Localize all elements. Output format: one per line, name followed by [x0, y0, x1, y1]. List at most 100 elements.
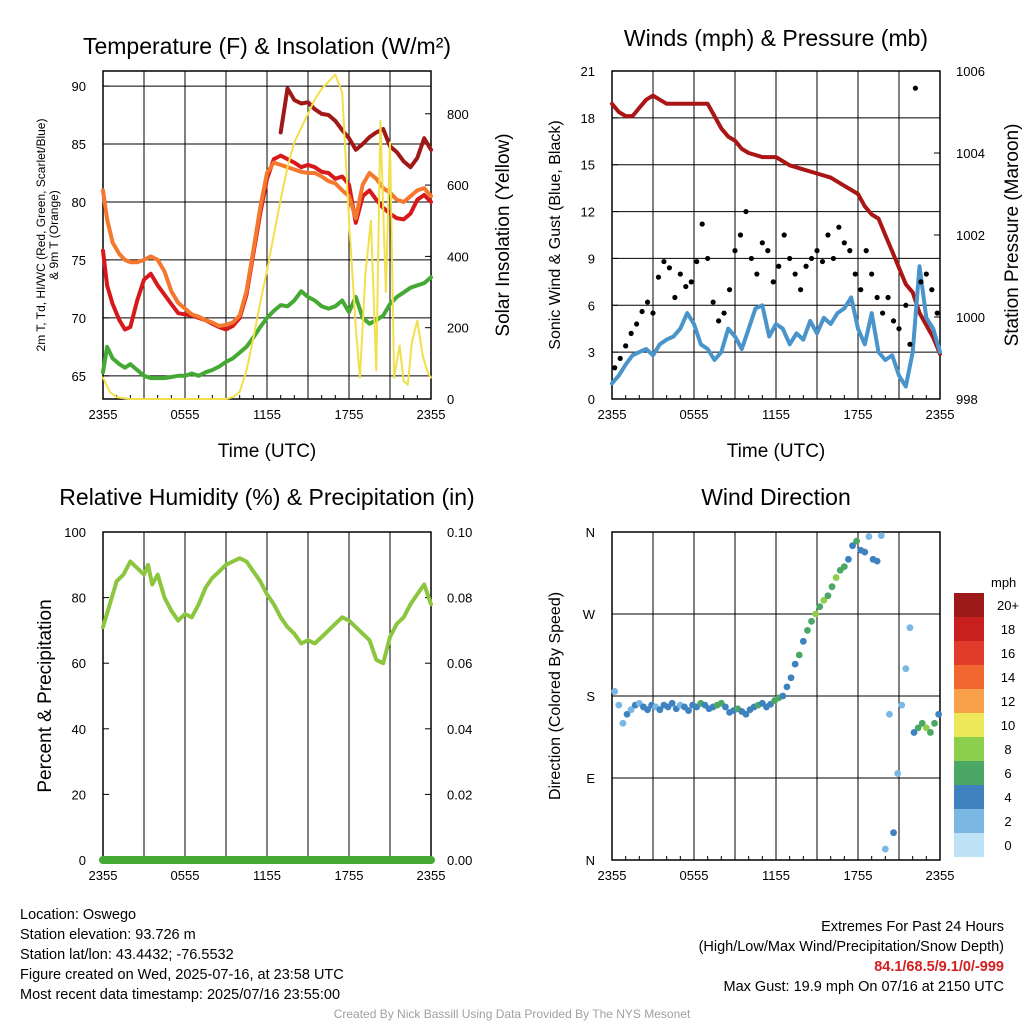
y2-tick-label: 400 [447, 249, 469, 264]
gust-point [847, 248, 853, 254]
x-tick-label: 1155 [253, 407, 281, 422]
y2-tick-label: 800 [447, 107, 469, 122]
y-tick-label: 80 [72, 591, 86, 606]
direction-point [795, 651, 803, 659]
gust-point [792, 271, 798, 277]
gust-point [710, 299, 716, 305]
gust-point [634, 321, 640, 327]
y-tick-label: 0 [588, 392, 595, 407]
gust-point [776, 263, 782, 269]
direction-point [922, 724, 930, 732]
direction-point [623, 710, 631, 718]
colorbar-title: mph [991, 575, 1016, 590]
gust-point [825, 232, 831, 238]
y-tick-label: 21 [581, 64, 595, 79]
colorbar-label: 18 [1001, 622, 1015, 637]
y-tick-label: 3 [588, 345, 595, 360]
gust-point [623, 343, 629, 349]
direction-point [722, 703, 729, 711]
recent-text: Most recent data timestamp: 2025/07/16 2… [20, 987, 341, 1003]
colorbar-swatch [954, 809, 984, 833]
x-tick-label: 1755 [335, 868, 364, 883]
gust-point [841, 240, 847, 246]
gust-point [694, 258, 700, 265]
colorbar-label: 16 [1001, 646, 1015, 661]
gust-point [874, 294, 880, 301]
direction-point [644, 706, 651, 714]
extremes-subtitle: (High/Low/Max Wind/Precipitation/Snow De… [698, 939, 1004, 955]
y2-tick-label: 0.00 [447, 853, 472, 868]
y-tick-label: S [586, 689, 595, 704]
direction-point [865, 533, 873, 540]
gust-point [858, 287, 864, 293]
gust-point [726, 287, 733, 293]
gust-point [639, 308, 645, 315]
y2-tick-label: 1004 [956, 146, 985, 161]
direction-point [894, 770, 902, 777]
gust-point [655, 274, 662, 280]
direction-point [906, 624, 914, 632]
gust-point [688, 279, 694, 285]
direction-point [886, 710, 893, 718]
direction-point [668, 699, 676, 707]
y2-axis-label: Solar Insolation (Yellow) [493, 133, 514, 336]
colorbar-swatch [954, 665, 984, 689]
gust-point [617, 355, 623, 361]
gust-point [770, 279, 776, 285]
gust-point [765, 248, 771, 254]
gust-point [781, 232, 787, 238]
gust-point [918, 279, 924, 285]
y2-tick-label: 1000 [956, 310, 985, 325]
gust-point [903, 302, 909, 308]
y-tick-label: 18 [581, 111, 595, 126]
gust-point [798, 287, 804, 293]
y2-tick-label: 0.04 [447, 722, 472, 737]
y-tick-label: 6 [588, 298, 595, 313]
direction-point [791, 660, 799, 668]
y-tick-label: 40 [72, 722, 86, 737]
gust-point [628, 330, 634, 336]
y-tick-label: N [586, 525, 595, 540]
gust-point [819, 258, 826, 265]
y-axis-label: Sonic Wind & Gust (Blue, Black) [547, 120, 564, 349]
y-tick-label: 20 [72, 787, 86, 802]
colorbar-swatch [954, 785, 984, 809]
y2-tick-label: 1002 [956, 228, 985, 243]
colorbar-swatch [954, 689, 984, 713]
y-axis-label: 2m T, Td, HI/WC (Red, Green, Scarlet/Blu… [34, 119, 61, 352]
colorbar-label: 14 [1001, 670, 1015, 685]
colorbar-label: 20+ [997, 598, 1019, 613]
gust-point [808, 255, 815, 262]
x-tick-label: 2355 [926, 868, 955, 883]
direction-point [861, 548, 869, 556]
colorbar-label: 0 [1004, 838, 1011, 853]
created-text: Figure created on Wed, 2025-07-16, at 23… [20, 967, 344, 983]
y2-tick-label: 0.08 [447, 591, 472, 606]
y-tick-label: 70 [72, 311, 86, 326]
gust-point [737, 232, 744, 238]
y-tick-label: 0 [79, 853, 86, 868]
gust-point [787, 255, 793, 262]
colorbar-label: 2 [1004, 814, 1011, 829]
x-axis-label: Time (UTC) [727, 441, 826, 462]
direction-point [902, 665, 910, 673]
gust-point [716, 318, 722, 324]
direction-point [931, 719, 938, 727]
extremes-values: 84.1/68.5/9.1/0/-999 [874, 959, 1004, 975]
y2-tick-label: 998 [956, 392, 978, 407]
gust-point [929, 287, 935, 293]
colorbar-label: 10 [1001, 718, 1015, 733]
series-line-2 [101, 160, 433, 328]
gust-point [705, 255, 711, 262]
extremes-panel: Extremes For Past 24 Hours (High/Low/Max… [699, 917, 1004, 997]
y-tick-label: 60 [72, 656, 86, 671]
y-tick-label: 15 [581, 158, 595, 173]
direction-point [890, 829, 897, 837]
direction-point [816, 603, 824, 611]
direction-point [619, 719, 627, 727]
gust-point [666, 265, 673, 271]
x-tick-label: 2355 [926, 407, 955, 422]
direction-point [820, 596, 828, 604]
latlon-text: Station lat/lon: 43.4432; -76.5532 [20, 947, 234, 963]
y-tick-label: 75 [72, 253, 86, 268]
